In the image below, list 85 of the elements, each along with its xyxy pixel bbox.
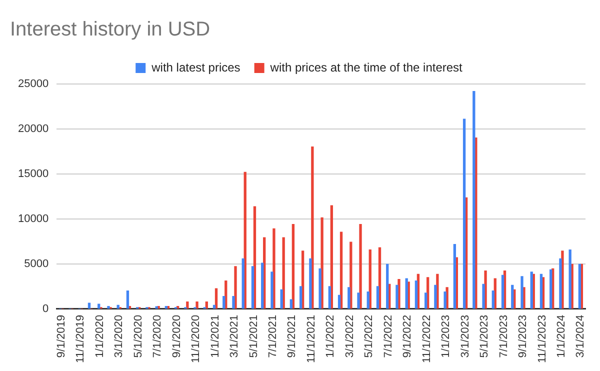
chart-title: Interest history in USD (10, 18, 210, 41)
x-tick-label: 3/1/2024 (574, 314, 587, 358)
bar (501, 274, 504, 309)
x-tick-label: 7/1/2020 (152, 314, 164, 358)
bar (511, 284, 514, 309)
bar (357, 292, 360, 309)
bar (232, 296, 235, 309)
bar (482, 284, 485, 309)
x-tick-label: 11/1/2022 (420, 314, 433, 364)
x-tick-label: 9/1/2022 (402, 314, 414, 358)
bar (272, 228, 276, 309)
y-tick-label: 5000 (24, 258, 49, 270)
bar (340, 232, 343, 309)
bar (299, 286, 302, 309)
bar (568, 249, 572, 309)
bar (234, 266, 237, 309)
x-tick-label: 1/1/2020 (94, 314, 106, 358)
bar (540, 274, 543, 309)
bar (126, 290, 130, 309)
x-tick-label: 7/1/2021 (266, 314, 279, 358)
y-tick-label: 0 (42, 302, 49, 315)
bar (292, 224, 295, 309)
x-tick-label: 5/1/2021 (248, 314, 260, 358)
y-tick-label: 10000 (18, 212, 49, 225)
bar (348, 287, 350, 309)
bar (88, 302, 91, 309)
bar (559, 258, 562, 309)
bar (311, 146, 314, 309)
x-tick-label: 11/1/2023 (536, 314, 548, 364)
legend-label: with prices at the time of the interest (269, 60, 464, 74)
bar (492, 290, 494, 309)
bar (320, 217, 324, 309)
bar (282, 237, 285, 309)
bar (330, 205, 333, 309)
x-tick-label: 7/1/2022 (382, 314, 394, 358)
bar (280, 289, 283, 309)
bar (290, 299, 293, 309)
bar (222, 296, 226, 309)
x-tick-label: 5/1/2023 (478, 314, 491, 358)
legend-label: with latest prices (150, 60, 240, 74)
bar (328, 286, 331, 309)
bar (196, 302, 198, 309)
x-tick-label: 5/1/2020 (132, 314, 144, 358)
x-tick-label: 9/1/2021 (286, 314, 298, 358)
x-tick-label: 11/1/2020 (190, 314, 202, 364)
bar (453, 244, 456, 309)
bar (414, 280, 418, 309)
bar (359, 224, 362, 309)
x-tick-label: 9/1/2020 (170, 314, 183, 358)
bar (242, 258, 244, 309)
x-tick-label: 5/1/2022 (363, 314, 376, 358)
bar (434, 284, 437, 309)
bar (309, 258, 312, 309)
y-tick-label: 20000 (18, 123, 49, 136)
x-tick-label: 1/1/2023 (440, 314, 452, 358)
x-tick-label: 9/1/2019 (55, 314, 68, 358)
bar (251, 266, 254, 309)
x-tick-label: 1/1/2022 (324, 314, 337, 358)
x-tick-label: 1/1/2024 (555, 314, 568, 358)
bar (214, 288, 218, 309)
x-tick-label: 11/1/2021 (305, 314, 318, 364)
x-tick-label: 3/1/2023 (459, 314, 472, 358)
bar (376, 286, 380, 309)
x-tick-label: 3/1/2021 (228, 314, 241, 358)
x-tick-label: 7/1/2023 (498, 314, 510, 358)
bar (462, 118, 466, 309)
x-tick-label: 3/1/2022 (344, 314, 356, 358)
bar (396, 284, 398, 309)
bar (261, 262, 264, 309)
bar (472, 91, 476, 309)
bar (520, 276, 524, 309)
x-tick-label: 3/1/2020 (113, 314, 126, 358)
bar (444, 292, 446, 309)
y-tick-label: 15000 (18, 168, 49, 180)
bar (405, 278, 408, 309)
bar (338, 294, 341, 309)
bar (386, 264, 389, 309)
bar (366, 292, 370, 309)
bar (318, 268, 322, 309)
x-tick-label: 9/1/2023 (517, 314, 530, 358)
bar (270, 272, 274, 309)
x-tick-label: 1/1/2021 (209, 314, 222, 358)
bar (424, 292, 428, 309)
y-tick-label: 25000 (18, 78, 49, 90)
x-tick-label: 11/1/2019 (74, 314, 87, 364)
